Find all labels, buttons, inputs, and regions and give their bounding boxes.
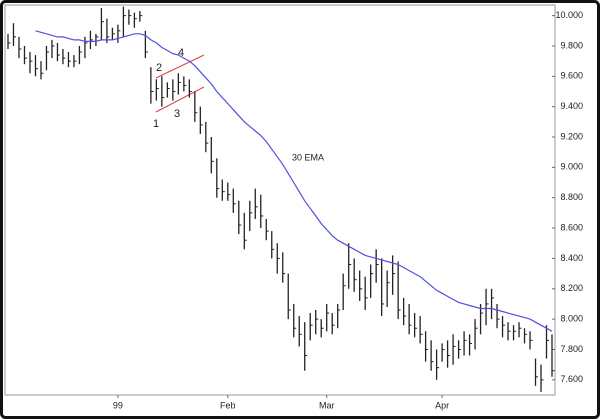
annotation: 4 xyxy=(178,47,184,59)
trend-line xyxy=(155,54,205,79)
x-tick-label: Apr xyxy=(435,400,449,410)
annotation: 1 xyxy=(153,118,159,130)
y-tick-label: 8.200 xyxy=(560,283,583,293)
y-tick-label: 9.200 xyxy=(560,131,583,141)
x-tick-label: Mar xyxy=(319,400,335,410)
annotation: 3 xyxy=(174,108,180,120)
y-tick-label: 9.400 xyxy=(560,101,583,111)
ema-line xyxy=(35,30,553,332)
annotation: 2 xyxy=(156,62,162,74)
trend-line xyxy=(155,86,205,113)
plot-area xyxy=(4,4,556,396)
x-tick-label: Feb xyxy=(220,400,236,410)
y-tick-label: 8.800 xyxy=(560,192,583,202)
y-tick-label: 10.000 xyxy=(555,10,583,20)
y-tick-label: 9.800 xyxy=(560,40,583,50)
y-tick-label: 8.000 xyxy=(560,313,583,323)
x-tick-label: 99 xyxy=(113,400,123,410)
series-label: 30 EMA xyxy=(292,152,324,162)
y-tick-label: 7.600 xyxy=(560,374,583,384)
y-tick-label: 8.400 xyxy=(560,253,583,263)
y-tick-label: 8.600 xyxy=(560,222,583,232)
y-tick-label: 7.800 xyxy=(560,344,583,354)
y-tick-label: 9.600 xyxy=(560,71,583,81)
y-tick-label: 9.000 xyxy=(560,162,583,172)
